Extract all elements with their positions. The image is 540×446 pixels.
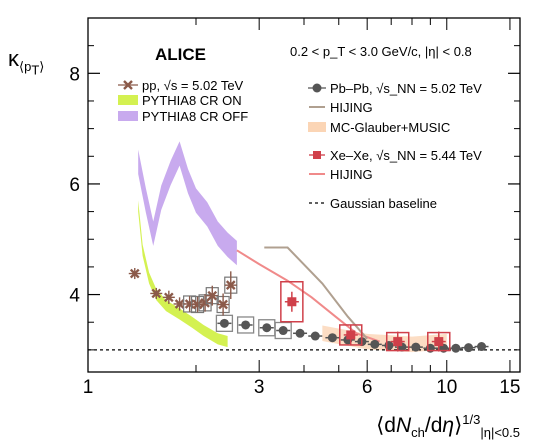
legend-music-label: MC-Glauber+MUSIC: [330, 120, 450, 135]
y-tick-label: 6: [69, 175, 80, 196]
pbpb-point: [262, 323, 272, 333]
pbpb-point: [370, 339, 380, 349]
pp-point: [192, 299, 203, 310]
xexe-point: [346, 330, 356, 340]
xexe-syst-box: [280, 281, 304, 323]
pbpb-point: [219, 318, 229, 328]
legend-pbpb-marker: [312, 83, 322, 93]
x-tick-label: 15: [499, 377, 520, 398]
legend-music-swatch: [308, 122, 326, 132]
legend-pythia-on-swatch: [118, 95, 138, 105]
pp-point: [174, 299, 185, 309]
y-tick-label: 4: [69, 286, 80, 307]
pbpb-point: [295, 328, 305, 338]
legend-pythia-off-label: PYTHIA8 CR OFF: [142, 109, 248, 124]
xexe-point: [434, 337, 444, 347]
chart-subtitle: 0.2 < p_T < 3.0 GeV/c, |η| < 0.8: [290, 44, 472, 59]
pbpb-syst-box: [236, 316, 255, 334]
pbpb-point: [241, 320, 251, 330]
legend-xexe-label: Xe–Xe, √s_NN = 5.44 TeV: [330, 148, 482, 163]
pp-point: [225, 280, 236, 291]
x-tick-label: 10: [436, 377, 457, 398]
x-tick-label: 1: [83, 377, 94, 398]
pbpb-point: [411, 342, 421, 352]
hijing-pbpb-line: [264, 246, 368, 340]
pbpb-point: [327, 333, 337, 343]
pbpb-point: [451, 343, 461, 353]
pbpb-point: [310, 331, 320, 341]
hijing-xexe-line: [236, 249, 380, 343]
pbpb-point: [278, 326, 288, 336]
pp-point: [151, 288, 162, 299]
pp-point: [129, 268, 140, 279]
y-tick-label: 8: [69, 64, 80, 85]
legend-pp-label: pp, √s = 5.02 TeV: [142, 78, 244, 93]
legend-pbpb-label: Pb–Pb, √s_NN = 5.02 TeV: [330, 81, 482, 96]
pp-point: [163, 292, 174, 303]
x-axis-label: ⟨dNch/dη⟩1/3|η|<0.5: [376, 411, 520, 440]
pbpb-point: [477, 342, 487, 352]
legend-pp-marker: [123, 80, 133, 90]
pp-point: [184, 299, 195, 309]
x-tick-label: 3: [254, 377, 265, 398]
xexe-point: [287, 297, 297, 307]
pbpb-syst-box: [215, 314, 234, 332]
pbpb-point: [464, 343, 474, 353]
x-tick-label: 6: [362, 377, 373, 398]
pp-point: [200, 298, 210, 308]
y-axis-label: κ⟨pT⟩: [8, 46, 45, 78]
legend-hijing-xe-label: HIJING: [330, 167, 373, 182]
pythia-cr-on-band: [138, 200, 228, 348]
plot-frame: [87, 17, 521, 373]
xexe-point: [393, 337, 403, 347]
pbpb-syst-box: [274, 321, 292, 340]
legend-hijing-pb-label: HIJING: [330, 100, 373, 115]
legend-pythia-on-label: PYTHIA8 CR ON: [142, 93, 242, 108]
pp-point: [218, 299, 228, 310]
legend-pythia-off-swatch: [118, 111, 138, 121]
pp-point: [207, 290, 218, 301]
pythia-cr-off-band: [138, 141, 237, 266]
legend-baseline-label: Gaussian baseline: [330, 196, 437, 211]
chart-title: ALICE: [155, 45, 206, 64]
